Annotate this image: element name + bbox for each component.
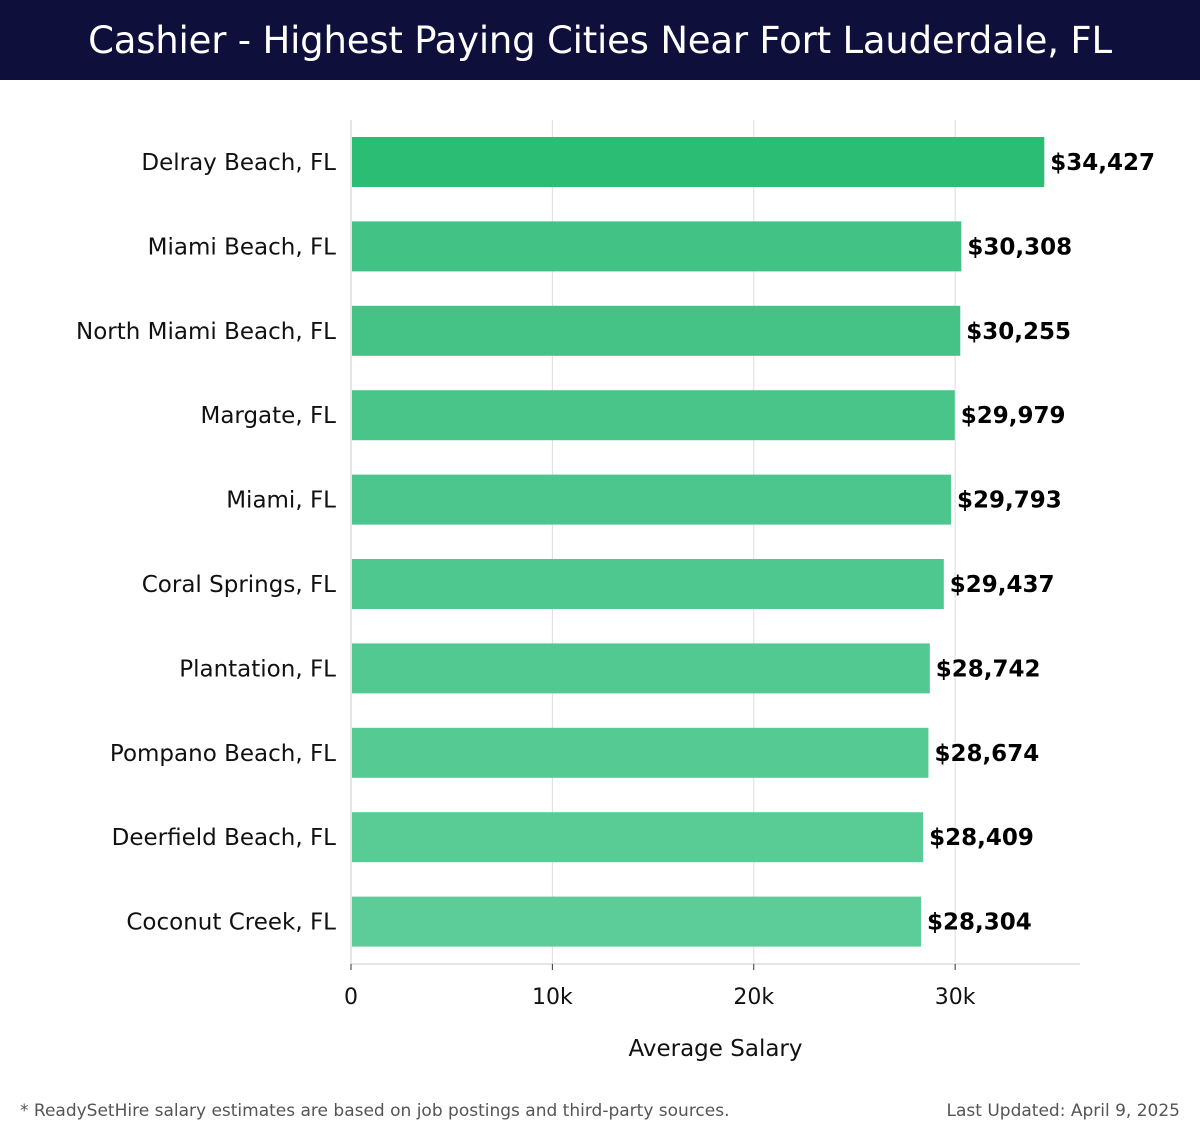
category-label: Coral Springs, FL	[142, 572, 336, 598]
category-label: Deerfield Beach, FL	[112, 825, 337, 851]
x-tick-label: 10k	[532, 985, 573, 1010]
value-label: $28,674	[934, 741, 1039, 767]
bar	[352, 305, 961, 356]
category-label: Delray Beach, FL	[141, 150, 336, 176]
value-label: $30,308	[967, 234, 1072, 260]
bar	[352, 727, 929, 778]
category-label: Plantation, FL	[179, 656, 336, 682]
footer-note: * ReadySetHire salary estimates are base…	[20, 1101, 730, 1121]
x-tick-label: 20k	[733, 985, 774, 1010]
chart-header: Cashier - Highest Paying Cities Near For…	[0, 0, 1200, 80]
value-label: $28,304	[927, 910, 1032, 936]
value-label: $29,437	[950, 572, 1055, 598]
bar	[352, 474, 951, 525]
bar	[352, 812, 924, 863]
bar	[352, 643, 930, 694]
category-label: North Miami Beach, FL	[76, 319, 336, 345]
bar	[352, 896, 921, 947]
category-label: Miami Beach, FL	[148, 234, 337, 260]
value-label: $29,979	[961, 403, 1066, 429]
category-label: Pompano Beach, FL	[110, 741, 336, 767]
value-label: $28,742	[936, 656, 1041, 682]
category-label: Miami, FL	[226, 488, 336, 514]
value-label: $29,793	[957, 488, 1062, 514]
category-label: Coconut Creek, FL	[126, 910, 336, 936]
bar	[352, 559, 944, 609]
bar	[352, 137, 1045, 187]
value-label: $34,427	[1050, 150, 1155, 176]
x-axis-title: Average Salary	[628, 1036, 802, 1062]
salary-bar-chart: 0 10k 20k 30k Average Salary Delray Beach, FL…	[76, 120, 1155, 1062]
bar	[352, 390, 955, 441]
x-tick-label: 30k	[935, 985, 976, 1010]
last-updated: Last Updated: April 9, 2025	[946, 1101, 1180, 1121]
x-tick-label: 0	[344, 985, 358, 1010]
category-label: Margate, FL	[200, 403, 336, 429]
value-label: $30,255	[966, 319, 1071, 345]
chart-title: Cashier - Highest Paying Cities Near For…	[88, 18, 1112, 62]
value-label: $28,409	[929, 825, 1034, 851]
bar	[352, 221, 962, 272]
